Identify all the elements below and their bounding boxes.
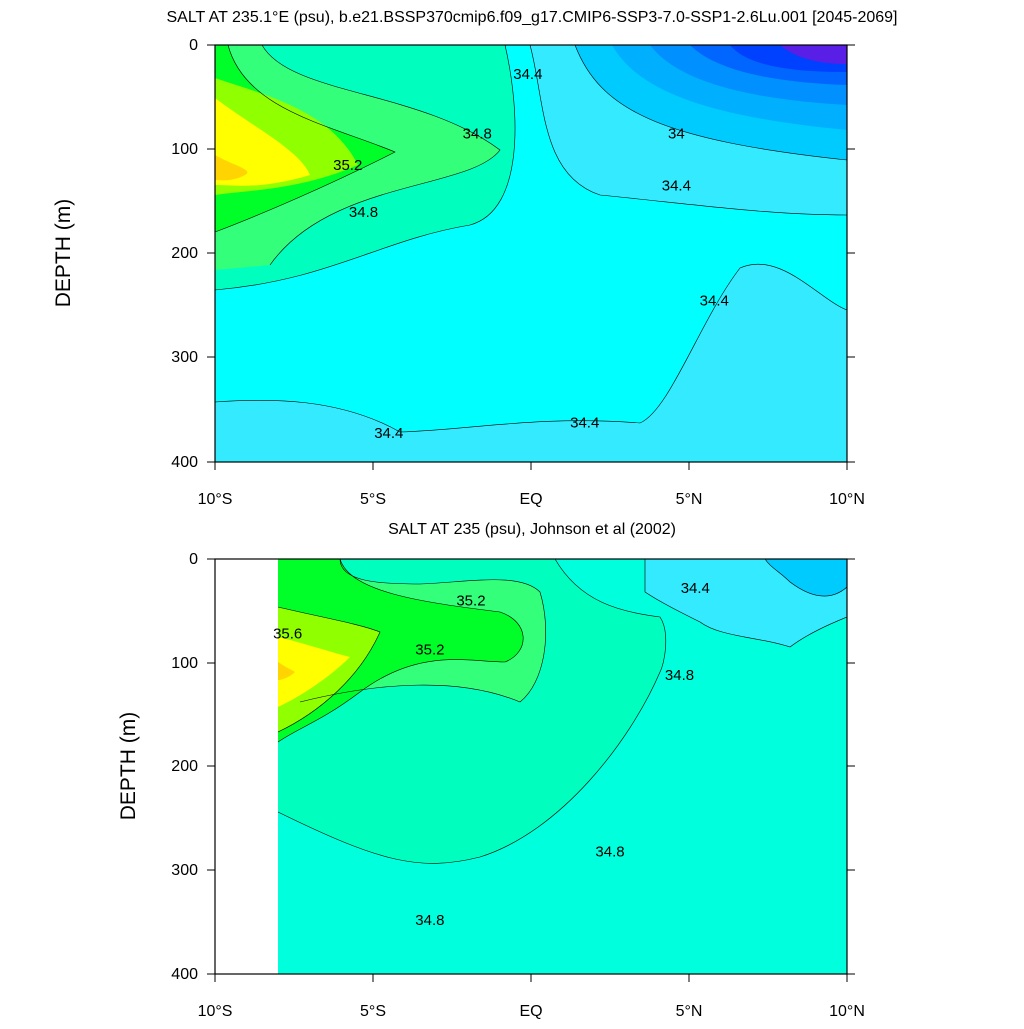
y-tick-label: 0 (189, 551, 198, 568)
x-tick-label: 5°N (676, 491, 703, 508)
x-tick-label: 5°S (360, 491, 386, 508)
contour-label: 34.4 (374, 425, 403, 442)
contour-lines (277, 558, 848, 864)
contour-label: 34 (668, 126, 685, 143)
contour-label: 34.4 (513, 66, 542, 83)
contour-fill-field (215, 45, 847, 462)
x-tick-label: EQ (519, 491, 542, 508)
contour-lines (214, 44, 848, 433)
y-tick-label: 100 (171, 655, 198, 672)
contour-fill-field (278, 559, 847, 974)
y-axis-ticks: 0 100 200 300 400 (171, 551, 855, 983)
y-tick-label: 100 (171, 141, 198, 158)
contour-labels-group: 34.4 34.4 34.4 34.4 34.4 34 34.8 34.8 35.2 (333, 66, 729, 442)
chart-title: SALT AT 235 (psu), Johnson et al (2002) (388, 521, 676, 538)
contour-label: 34.4 (570, 414, 599, 431)
contour-label: 35.2 (456, 593, 485, 610)
y-tick-label: 0 (189, 37, 198, 54)
x-tick-label: 10°N (829, 1003, 865, 1020)
y-tick-label: 200 (171, 758, 198, 775)
x-axis-ticks: 10°S 5°S EQ 5°N 10°N (198, 462, 865, 508)
y-tick-label: 200 (171, 245, 198, 262)
x-tick-label: EQ (519, 1003, 542, 1020)
contour-label: 34.8 (463, 126, 492, 143)
contour-label: 34.8 (349, 204, 378, 221)
x-axis-ticks: 10°S 5°S EQ 5°N 10°N (198, 974, 865, 1020)
chart-title: SALT AT 235.1°E (psu), b.e21.BSSP370cmip… (167, 9, 898, 26)
y-tick-label: 300 (171, 862, 198, 879)
contour-label: 34.8 (665, 667, 694, 684)
x-tick-label: 5°N (676, 1003, 703, 1020)
contour-label: 34.4 (662, 178, 691, 195)
contour-label: 34.8 (595, 844, 624, 861)
y-axis-label: DEPTH (m) (52, 199, 75, 308)
model-salinity-chart: SALT AT 235.1°E (psu), b.e21.BSSP370cmip… (52, 9, 898, 508)
y-tick-label: 400 (171, 454, 198, 471)
contour-label: 34.8 (415, 912, 444, 929)
observed-salinity-panel: SALT AT 235 (psu), Johnson et al (2002) … (0, 512, 1024, 1024)
contour-label: 35.2 (415, 641, 444, 658)
y-axis-ticks: 0 100 200 300 400 (171, 37, 855, 471)
x-tick-label: 10°S (198, 1003, 233, 1020)
model-salinity-panel: SALT AT 235.1°E (psu), b.e21.BSSP370cmip… (0, 0, 1024, 512)
y-tick-label: 400 (171, 966, 198, 983)
y-tick-label: 300 (171, 349, 198, 366)
x-tick-label: 10°S (198, 491, 233, 508)
y-axis-label: DEPTH (m) (117, 712, 140, 821)
x-tick-label: 5°S (360, 1003, 386, 1020)
contour-labels-group: 34.4 34.8 34.8 34.8 35.2 35.2 35.6 (273, 580, 710, 929)
x-tick-label: 10°N (829, 491, 865, 508)
contour-label: 34.4 (700, 292, 729, 309)
contour-label: 35.2 (333, 157, 362, 174)
contour-label: 35.6 (273, 626, 302, 643)
contour-label: 34.4 (681, 580, 710, 597)
observed-salinity-chart: SALT AT 235 (psu), Johnson et al (2002) … (117, 521, 865, 1020)
